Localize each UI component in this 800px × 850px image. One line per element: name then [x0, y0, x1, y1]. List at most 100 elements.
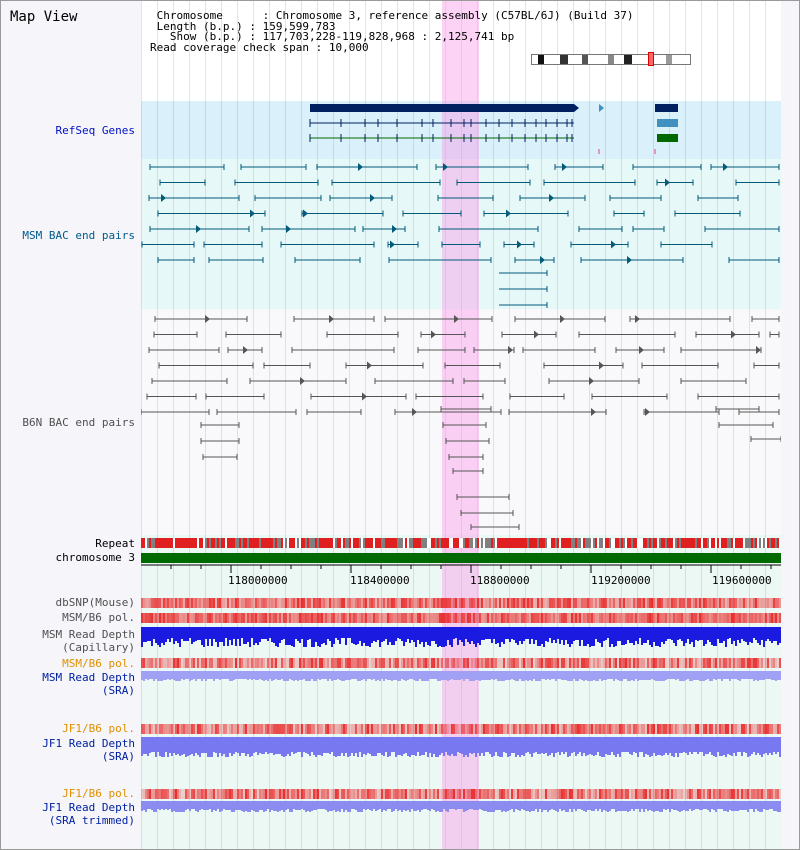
jf1-depth-trim-bar	[513, 801, 515, 812]
msm-depth-cap-bar	[683, 627, 685, 646]
msm-depth-cap-bar	[231, 627, 233, 645]
msm-pol-sra-heat-cell	[683, 658, 685, 668]
repeat-segment	[157, 538, 159, 548]
repeat-segment	[221, 538, 223, 548]
jf1-depth-sra-sub-label: (SRA)	[101, 750, 135, 763]
repeat-segment	[771, 538, 773, 548]
msm-depth-sra-bar	[541, 671, 543, 679]
repeat-segment	[523, 538, 525, 548]
jf1-depth-sra-bar	[241, 737, 243, 753]
jf1-pol-heat-cell	[241, 724, 243, 734]
jf1-pol-heat-cell	[357, 724, 359, 734]
jf1-depth-trim-bar	[687, 801, 689, 811]
msm-depth-cap-bar	[467, 627, 469, 642]
msm-pol-sra-heat-cell	[589, 658, 591, 668]
jf1-depth-trim-bar	[309, 801, 311, 812]
msm-depth-cap-bar	[193, 627, 195, 642]
dbsnp-heat-cell	[609, 598, 611, 608]
msm-pol-heat-cell	[771, 613, 773, 623]
msm-depth-cap-bar	[541, 627, 543, 644]
msm-depth-sra-bar	[209, 671, 211, 679]
b6n-bac-track[interactable]	[141, 309, 781, 535]
jf1-pol-heat-cell	[391, 724, 393, 734]
refseq-gene-block-mid[interactable]	[657, 119, 678, 127]
repeat-segment	[573, 538, 575, 548]
repeat-segment	[689, 538, 691, 548]
jf1-depth-sra-bar	[683, 737, 685, 752]
msm-pol-heat-cell	[697, 613, 699, 623]
jf1-depth-sra-bar	[297, 737, 299, 752]
jf1-pol-heat-cell	[179, 724, 181, 734]
msm-depth-cap-bar	[691, 627, 693, 642]
jf1-pol-heat-cell	[767, 724, 769, 734]
jf1-depth-trim-bar	[203, 801, 205, 810]
msm-pol-sra-heat-cell	[447, 658, 449, 668]
jf1-depth-trim-bar	[661, 801, 663, 812]
msm-pol-heat-cell	[745, 613, 747, 623]
msm-pol-sra-heat-cell	[207, 658, 209, 668]
msm-pol-heat-cell	[253, 613, 255, 623]
msm-depth-sra-bar	[705, 671, 707, 680]
msm-pol-heat-cell	[429, 613, 431, 623]
msm-depth-cap-bar	[205, 627, 207, 639]
msm-depth-cap-bar	[739, 627, 741, 643]
msm-depth-sra-bar	[295, 671, 297, 680]
msm-pol-sra-heat-cell	[621, 658, 623, 668]
repeat-segment	[687, 538, 689, 548]
jf1-depth-trim-bar	[429, 801, 431, 811]
msm-pol-sra-heat-cell	[191, 658, 193, 668]
repeat-segment	[675, 538, 677, 548]
msm-pol-heat-cell	[773, 613, 775, 623]
repeat-segment	[225, 538, 227, 548]
msm-bac-track[interactable]	[141, 159, 781, 309]
jf1-depth-trim-bar	[503, 801, 505, 811]
repeat-segment	[237, 538, 239, 548]
msm-bac-label[interactable]: MSM BAC end pairs	[22, 229, 135, 242]
refseq-genes-track[interactable]	[141, 101, 781, 161]
msm-pol-sra-heat-cell	[203, 658, 205, 668]
msm-pol-sra-heat-cell	[429, 658, 431, 668]
msm-depth-cap-bar	[721, 627, 723, 643]
jf1-pol-trim-heat-cell	[359, 789, 361, 799]
b6n-bac-label[interactable]: B6N BAC end pairs	[22, 416, 135, 429]
jf1-pol-trim-heat-cell	[585, 789, 587, 799]
jf1-pol-heat-cell	[575, 724, 577, 734]
dbsnp-heat-cell	[301, 598, 303, 608]
msm-pol-sra-heat-cell	[307, 658, 309, 668]
jf1-pol-trim-heat-cell	[633, 789, 635, 799]
dbsnp-heat-cell	[727, 598, 729, 608]
chromosome-ideogram[interactable]	[531, 54, 691, 65]
jf1-pol-heat-cell	[635, 724, 637, 734]
chromosome-bar[interactable]	[141, 552, 781, 564]
jf1-depth-sra-bar	[469, 737, 471, 753]
msm-depth-sra-bar	[293, 671, 295, 681]
jf1-depth-sra-bar	[639, 737, 641, 752]
msm-depth-cap-bar	[227, 627, 229, 646]
refseq-gene-block-green[interactable]	[657, 134, 678, 142]
refseq-genes-label[interactable]: RefSeq Genes	[55, 124, 135, 137]
jf1-pol-heat-cell	[435, 724, 437, 734]
jf1-pol-heat-cell	[661, 724, 663, 734]
dbsnp-heat-cell	[341, 598, 343, 608]
jf1-pol-trim-heat-cell	[301, 789, 303, 799]
msm-depth-sra-bar	[163, 671, 165, 680]
msm-depth-sra-bar	[707, 671, 709, 679]
jf1-depth-sra-bar	[483, 737, 485, 756]
msm-depth-sra-bar	[519, 671, 521, 679]
msm-pol-heat-cell	[339, 613, 341, 623]
msm-depth-sra-bar	[347, 671, 349, 680]
dbsnp-heat-cell	[409, 598, 411, 608]
jf1-depth-sra-bar	[235, 737, 237, 752]
msm-depth-cap-bar	[447, 627, 449, 640]
jf1-depth-sra-bar	[363, 737, 365, 754]
msm-depth-sra-bar	[187, 671, 189, 679]
msm-pol-heat-cell	[155, 613, 157, 623]
msm-depth-sra-bar	[239, 671, 241, 679]
jf1-depth-sra-bar	[437, 737, 439, 757]
dbsnp-heat-cell	[325, 598, 327, 608]
refseq-gene-block-dark[interactable]	[310, 104, 574, 112]
msm-depth-cap-bar	[553, 627, 555, 640]
jf1-pol-heat-cell	[319, 724, 321, 734]
jf1-depth-sra-bar	[151, 737, 153, 752]
refseq-gene-block-right[interactable]	[655, 104, 678, 112]
